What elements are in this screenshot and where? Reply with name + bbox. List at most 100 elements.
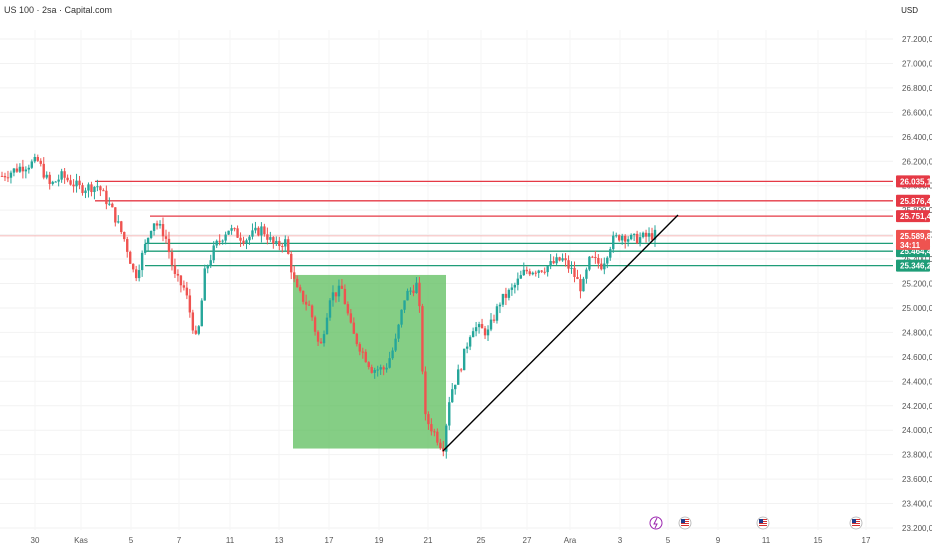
candle-body (191, 312, 195, 331)
candle-body (284, 239, 287, 247)
candle-body (290, 253, 293, 273)
candle-body (507, 289, 511, 298)
candle-body (54, 181, 57, 183)
candle-body (552, 261, 555, 264)
price-badges: 26.035,125.876,425.751,425.528,525.464,4… (896, 175, 932, 272)
y-tick-label: 23.400,0 (902, 500, 932, 509)
candle-body (409, 290, 412, 292)
candle-body (325, 317, 329, 335)
candle-body (609, 249, 612, 258)
candle-body (111, 203, 114, 208)
candle-body (647, 233, 651, 237)
candle-body (540, 270, 543, 272)
candle-body (242, 240, 245, 244)
candle-body (436, 431, 439, 443)
candle-body (632, 233, 636, 235)
y-tick-label: 25.200,0 (902, 280, 932, 289)
x-tick-label: 11 (762, 536, 771, 545)
candle-body (588, 256, 591, 270)
candle-body (30, 161, 34, 168)
candle-body (322, 334, 326, 344)
x-tick-label: 25 (477, 536, 486, 545)
x-tick-label: 13 (275, 536, 284, 545)
candle-body (576, 276, 579, 280)
price-badge-label: 25.751,4 (900, 212, 932, 221)
x-tick-label: 5 (666, 536, 671, 545)
candle-body (519, 275, 523, 279)
price-badge (896, 259, 930, 272)
candle-body (445, 425, 448, 452)
candle-body (558, 257, 561, 261)
candle-body (615, 235, 618, 237)
candle-body (126, 239, 129, 252)
candle-body (42, 163, 45, 178)
candle-body (281, 246, 284, 248)
candle-body (471, 331, 475, 338)
candle-body (236, 228, 239, 238)
candle-body (287, 239, 290, 254)
candle-body (66, 177, 69, 181)
candle-body (382, 367, 385, 370)
x-tick-label: 5 (129, 536, 134, 545)
candle-body (504, 293, 508, 298)
candle-body (123, 232, 126, 240)
candle-body (480, 324, 484, 329)
candle-body (629, 234, 633, 240)
candle-body (594, 256, 597, 258)
y-tick-label: 26.400,0 (902, 133, 932, 142)
us-flag-icon[interactable] (756, 516, 770, 530)
x-tick-label: 3 (618, 536, 623, 545)
candle-body (149, 230, 153, 238)
trendline (442, 214, 679, 452)
event-icon[interactable] (649, 516, 663, 530)
candle-body (606, 257, 609, 264)
countdown-label: 34:11 (900, 241, 921, 250)
candle-body (224, 234, 227, 241)
candle-body (301, 290, 305, 302)
candle-body (319, 341, 323, 344)
us-flag-icon[interactable] (678, 516, 692, 530)
candle-body (585, 269, 588, 279)
candle-body (263, 226, 266, 235)
price-badge (896, 175, 930, 188)
candle-body (343, 288, 347, 305)
candle-body (81, 185, 84, 194)
candle-body (352, 322, 356, 334)
candle-body (304, 301, 308, 305)
y-tick-label: 23.800,0 (902, 451, 932, 460)
candle-body (439, 442, 442, 449)
us-flag-icon[interactable] (849, 516, 863, 530)
horizontal-level-lines (0, 180, 893, 267)
candle-body (155, 223, 159, 226)
candle-body (400, 309, 403, 325)
flag-stripe (681, 525, 689, 526)
candle-body (561, 258, 564, 261)
candle-body (254, 227, 257, 231)
candle-body (248, 236, 251, 241)
candle-body (430, 424, 433, 432)
candle-body (15, 168, 19, 172)
chart-title: US 100 · 2sa · Capital.com (4, 5, 113, 15)
candle-body (36, 156, 39, 161)
candle-body (203, 268, 206, 301)
candle-body (200, 300, 203, 327)
candle-body (72, 184, 75, 187)
candle-body (161, 224, 165, 237)
candle-body (114, 207, 117, 223)
candle-body (376, 369, 379, 371)
y-tick-label: 24.600,0 (902, 353, 932, 362)
candle-body (528, 271, 531, 275)
currency-label[interactable]: USD (901, 6, 918, 15)
candle-body (331, 292, 335, 301)
candle-body (340, 285, 344, 289)
x-tick-label: 9 (716, 536, 721, 545)
candle-body (549, 261, 552, 267)
y-tick-label: 24.200,0 (902, 402, 932, 411)
candle-body (78, 180, 81, 186)
x-tick-label: 17 (325, 536, 334, 545)
flag-stripe (759, 525, 767, 526)
candle-body (230, 228, 233, 231)
candle-body (24, 169, 28, 172)
candle-body (316, 331, 320, 342)
